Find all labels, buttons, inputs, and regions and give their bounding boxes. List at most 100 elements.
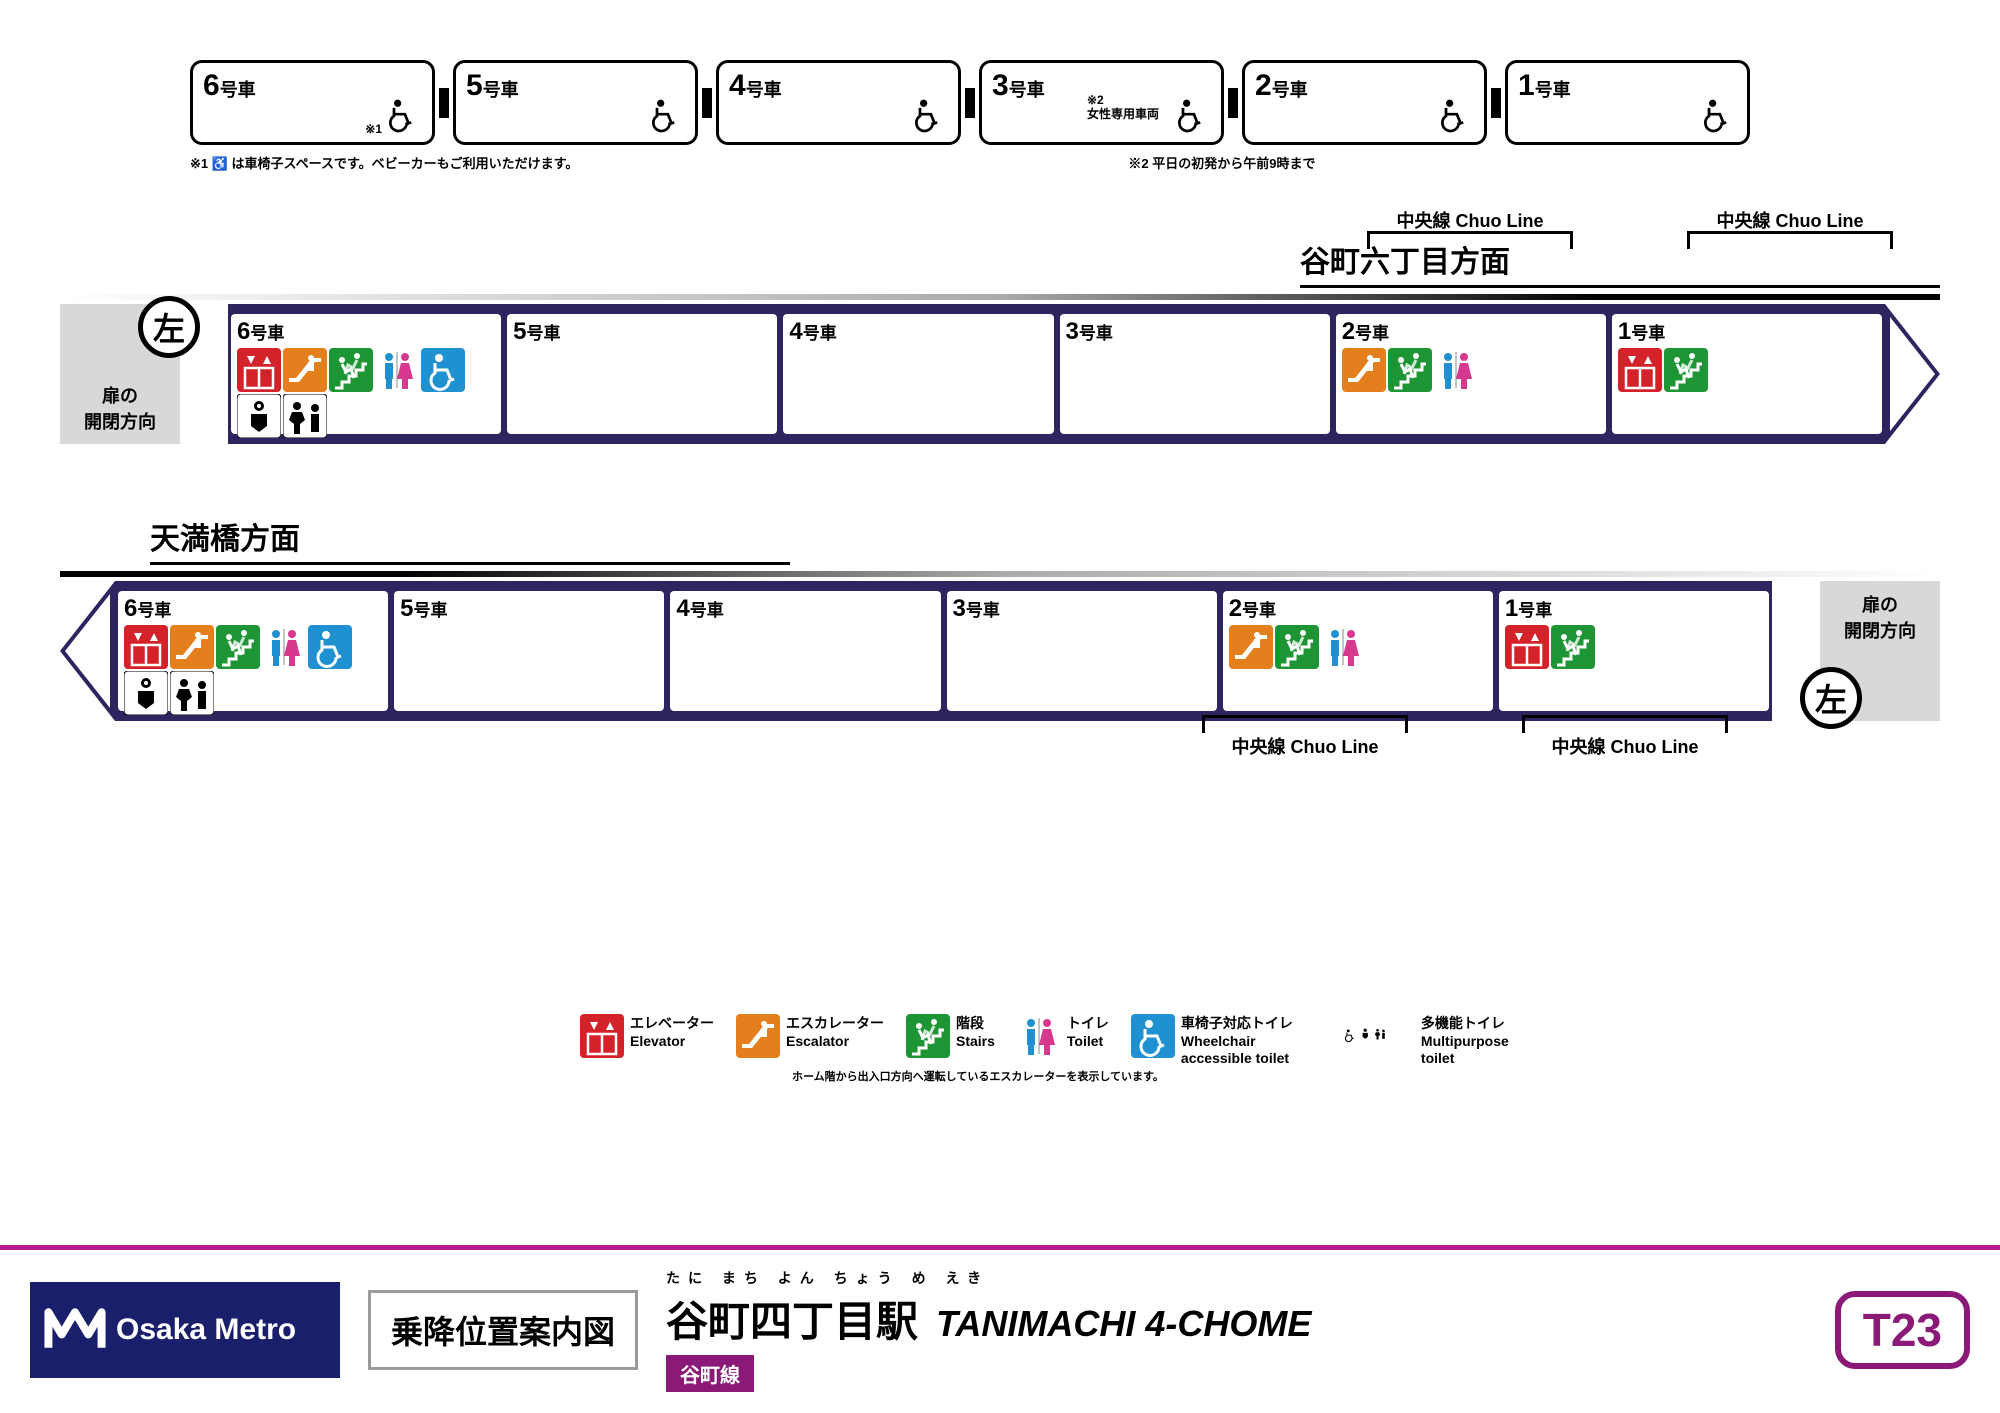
train-car-2: 2号車 (1242, 60, 1487, 145)
elevator-icon (1618, 348, 1662, 392)
platform-car-2: 2号車 (1223, 591, 1493, 711)
wheelchair-icon (1436, 96, 1476, 136)
toilet-icon (1017, 1015, 1061, 1057)
legend-item-elevator: エレベーターElevator (580, 1015, 714, 1057)
platform-car-6: 6号車 (231, 314, 501, 434)
escalator-icon (1229, 625, 1273, 669)
stairs-icon (329, 348, 373, 392)
train-car-1: 1号車 (1505, 60, 1750, 145)
train-footnotes: ※1 ♿ は車椅子スペースです。ベビーカーもご利用いただけます。 ※2 平日の初… (190, 153, 1940, 172)
transfer-2b: 中央線 Chuo Line (1510, 733, 1740, 759)
door-side-2: 扉の 開閉方向 左 (1820, 581, 1940, 721)
footnote-2: ※2 平日の初発から午前9時まで (1128, 153, 1315, 172)
station-ruby: たに まち よん ちょう め えき (666, 1268, 1311, 1288)
platform-car-4: 4号車 (670, 591, 940, 711)
brand-logo: Osaka Metro (30, 1282, 340, 1378)
gradient-bar-2 (60, 571, 1940, 577)
gradient-bar-1 (60, 294, 1940, 300)
toilet-icon (375, 348, 419, 392)
platform-car-5: 5号車 (507, 314, 777, 434)
stairs-icon (216, 625, 260, 669)
platform-2-cars: 6号車 5号車 4号車 3号車 2号車 1号車 (115, 581, 1772, 721)
direction-1-block: 谷町六丁目方面 中央線 Chuo Line 中央線 Chuo Line 左 扉の… (60, 237, 1940, 444)
side-circle-1: 左 (138, 296, 200, 358)
arrow-right (1885, 304, 1940, 444)
station-name-jp: 谷町四丁目駅 (666, 1288, 918, 1349)
direction-2-label: 天満橋方面 (150, 514, 790, 565)
wheelchair-icon (1699, 96, 1739, 136)
stairs-icon (1664, 348, 1708, 392)
platform-car-4: 4号車 (783, 314, 1053, 434)
baby-icon (124, 671, 168, 715)
train-car-5: 5号車 (453, 60, 698, 145)
brand-text: Osaka Metro (116, 1313, 296, 1347)
wheelchair-icon (910, 96, 950, 136)
platform-car-1: 1号車 (1612, 314, 1882, 434)
legend-item-stairs: 階段Stairs (906, 1015, 995, 1057)
train-car-4: 4号車 (716, 60, 961, 145)
multi_leg-icon (1315, 1015, 1415, 1057)
footer-divider (0, 1245, 2000, 1250)
station-info: たに まち よん ちょう め えき 谷町四丁目駅 TANIMACHI 4-CHO… (666, 1268, 1311, 1392)
legend-item-toilet: トイレToilet (1017, 1015, 1109, 1057)
legend-item-multi_leg: 多機能トイレMultipurpose toilet (1315, 1015, 1509, 1068)
elevator-icon (1505, 625, 1549, 669)
legend-item-escalator: エスカレーターEscalator (736, 1015, 884, 1057)
footer: Osaka Metro 乗降位置案内図 たに まち よん ちょう め えき 谷町… (30, 1275, 1970, 1385)
train-composition: 6号車 ※1 5号車 4号車 3号車 ※2女性専用車両 2号車 1号車 (190, 60, 1940, 145)
platform-car-2: 2号車 (1336, 314, 1606, 434)
escalator-icon (170, 625, 214, 669)
transfer-1b: 中央線 Chuo Line (1675, 207, 1905, 233)
legend-item-wc_toilet: 車椅子対応トイレWheelchair accessible toilet (1131, 1015, 1293, 1068)
transfer-2a: 中央線 Chuo Line (1190, 733, 1420, 759)
elevator-icon (580, 1015, 624, 1057)
toilet-icon (1321, 625, 1365, 669)
platform-car-1: 1号車 (1499, 591, 1769, 711)
baby-icon (237, 394, 281, 438)
door-side-1: 左 扉の 開閉方向 (60, 304, 180, 444)
platform-car-3: 3号車 (1060, 314, 1330, 434)
escalator-icon (736, 1015, 780, 1057)
wheelchair-icon (384, 96, 424, 136)
wc_toilet-icon (308, 625, 352, 669)
legend-note: ホーム階から出入口方向へ運転しているエスカレーターを表示しています。 (792, 1068, 1164, 1084)
platform-car-3: 3号車 (947, 591, 1217, 711)
wheelchair-icon (1173, 96, 1213, 136)
transfer-labels-1: 中央線 Chuo Line 中央線 Chuo Line (1355, 207, 1905, 233)
transfer-1a: 中央線 Chuo Line (1355, 207, 1585, 233)
stairs-icon (1388, 348, 1432, 392)
transfer-labels-2: 中央線 Chuo Line 中央線 Chuo Line (1190, 733, 1740, 759)
direction-1-label: 谷町六丁目方面 (1300, 237, 1940, 288)
station-code: T23 (1835, 1291, 1970, 1369)
train-car-3: 3号車 ※2女性専用車両 (979, 60, 1224, 145)
wc_toilet-icon (421, 348, 465, 392)
escalator-icon (1342, 348, 1386, 392)
line-tag: 谷町線 (666, 1355, 754, 1392)
metro-logo-icon (44, 1305, 106, 1355)
platform-car-6: 6号車 (118, 591, 388, 711)
legend: エレベーターElevator エスカレーターEscalator 階段Stairs… (580, 1015, 1509, 1068)
train-car-6: 6号車 ※1 (190, 60, 435, 145)
multi-icon (170, 671, 214, 715)
guide-title: 乗降位置案内図 (368, 1290, 638, 1370)
stairs-icon (906, 1015, 950, 1057)
direction-2-block: 天満橋方面 6号車 5号車 4号車 3号車 2号車 1号車 (60, 514, 1940, 721)
arrow-left (60, 581, 115, 721)
stairs-icon (1275, 625, 1319, 669)
stairs-icon (1551, 625, 1595, 669)
platform-1: 左 扉の 開閉方向 6号車 5号車 4号車 3号車 2号車 (60, 304, 1940, 444)
wc_toilet-icon (1131, 1015, 1175, 1057)
platform-2: 6号車 5号車 4号車 3号車 2号車 1号車 扉 (60, 581, 1940, 721)
station-name-en: TANIMACHI 4-CHOME (936, 1303, 1311, 1345)
platform-car-5: 5号車 (394, 591, 664, 711)
elevator-icon (124, 625, 168, 669)
toilet-icon (1434, 348, 1478, 392)
toilet-icon (262, 625, 306, 669)
escalator-icon (283, 348, 327, 392)
elevator-icon (237, 348, 281, 392)
multi-icon (283, 394, 327, 438)
side-circle-2: 左 (1800, 667, 1862, 729)
platform-1-cars: 6号車 5号車 4号車 3号車 2号車 1号車 (228, 304, 1885, 444)
footnote-1: ※1 ♿ は車椅子スペースです。ベビーカーもご利用いただけます。 (190, 153, 578, 172)
wheelchair-icon (647, 96, 687, 136)
